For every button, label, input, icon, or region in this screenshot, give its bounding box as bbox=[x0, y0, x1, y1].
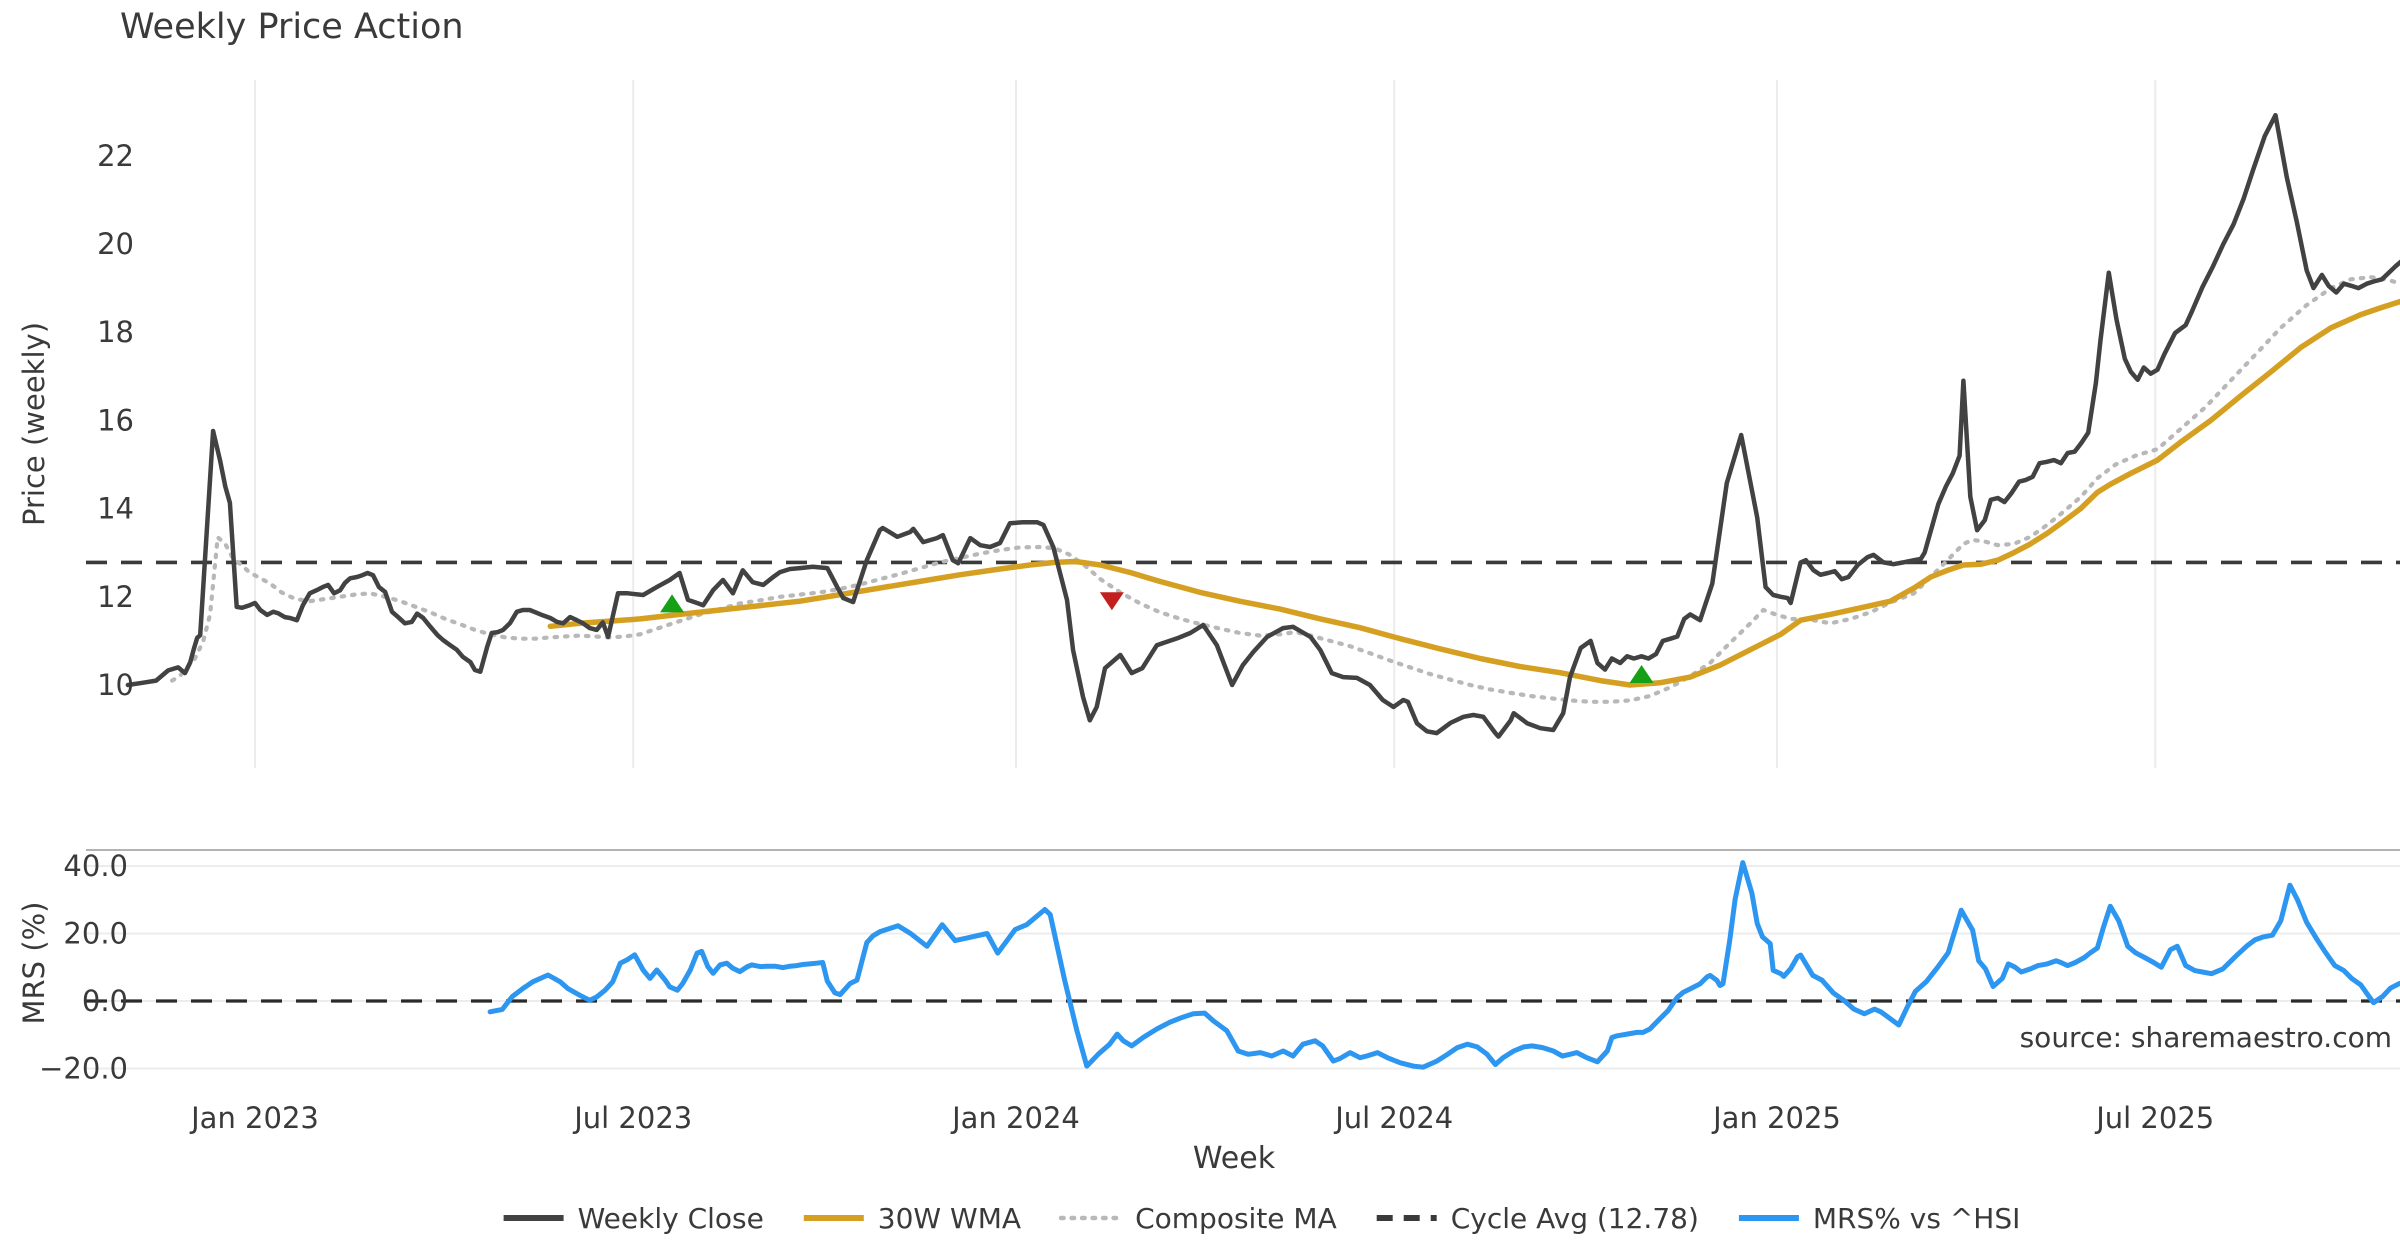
legend: Weekly Close 30W WMA Composite MA Cycle Avg… bbox=[503, 1202, 2021, 1235]
legend-item: MRS% vs ^HSI bbox=[1738, 1202, 2021, 1235]
legend-label: MRS% vs ^HSI bbox=[1813, 1202, 2021, 1235]
legend-item: Weekly Close bbox=[503, 1202, 764, 1235]
mrs-axis-label: MRS (%) bbox=[17, 902, 51, 1025]
legend-label: Cycle Avg (12.78) bbox=[1451, 1202, 1699, 1235]
legend-item: 30W WMA bbox=[803, 1202, 1021, 1235]
mrs-panel bbox=[86, 860, 2400, 1070]
legend-label: Composite MA bbox=[1135, 1202, 1337, 1235]
mrs-line bbox=[487, 860, 2400, 1070]
price-panel bbox=[86, 112, 2400, 739]
x-tick-label: Jul 2024 bbox=[1333, 1101, 1453, 1135]
price-y-tick-label: 12 bbox=[97, 580, 134, 614]
page-title: Weekly Price Action bbox=[120, 7, 464, 47]
mrs-y-tick-label: 0.0 bbox=[82, 984, 128, 1018]
price-y-tick-label: 22 bbox=[97, 139, 134, 173]
chart-text: Weekly Price Action 22 20 18 16 14 12 10 40.0 20.… bbox=[17, 7, 2392, 1176]
legend-item: Cycle Avg (12.78) bbox=[1376, 1202, 1699, 1235]
wma-line bbox=[547, 298, 2400, 688]
price-y-tick-label: 18 bbox=[97, 315, 134, 349]
price-y-tick-label: 20 bbox=[97, 227, 134, 261]
mrs-y-tick-label: 40.0 bbox=[63, 849, 128, 883]
legend-label: Weekly Close bbox=[578, 1202, 764, 1235]
x-tick-label: Jul 2025 bbox=[2094, 1101, 2214, 1135]
x-tick-label: Jan 2024 bbox=[950, 1101, 1080, 1135]
legend-label: 30W WMA bbox=[878, 1202, 1021, 1235]
sell-marker-icon bbox=[1099, 592, 1124, 611]
price-y-tick-label: 10 bbox=[97, 668, 134, 702]
mrs-y-tick-label: 20.0 bbox=[63, 917, 128, 951]
weekly-close-line bbox=[125, 112, 2400, 739]
buy-marker-icon bbox=[660, 594, 685, 613]
x-tick-label: Jan 2023 bbox=[189, 1101, 319, 1135]
buy-marker-icon bbox=[1629, 664, 1654, 683]
composite-ma-line bbox=[170, 274, 2400, 704]
gridlines bbox=[86, 80, 2400, 1070]
legend-item: Composite MA bbox=[1058, 1202, 1337, 1235]
x-tick-label: Jan 2025 bbox=[1711, 1101, 1841, 1135]
source-credit: source: sharemaestro.com bbox=[2020, 1021, 2392, 1054]
price-y-tick-label: 16 bbox=[97, 403, 134, 437]
mrs-y-tick-label: −20.0 bbox=[39, 1052, 128, 1086]
x-tick-label: Jul 2023 bbox=[572, 1101, 692, 1135]
price-axis-label: Price (weekly) bbox=[17, 322, 51, 526]
price-y-tick-label: 14 bbox=[97, 492, 134, 526]
x-axis-label: Week bbox=[1193, 1141, 1276, 1176]
